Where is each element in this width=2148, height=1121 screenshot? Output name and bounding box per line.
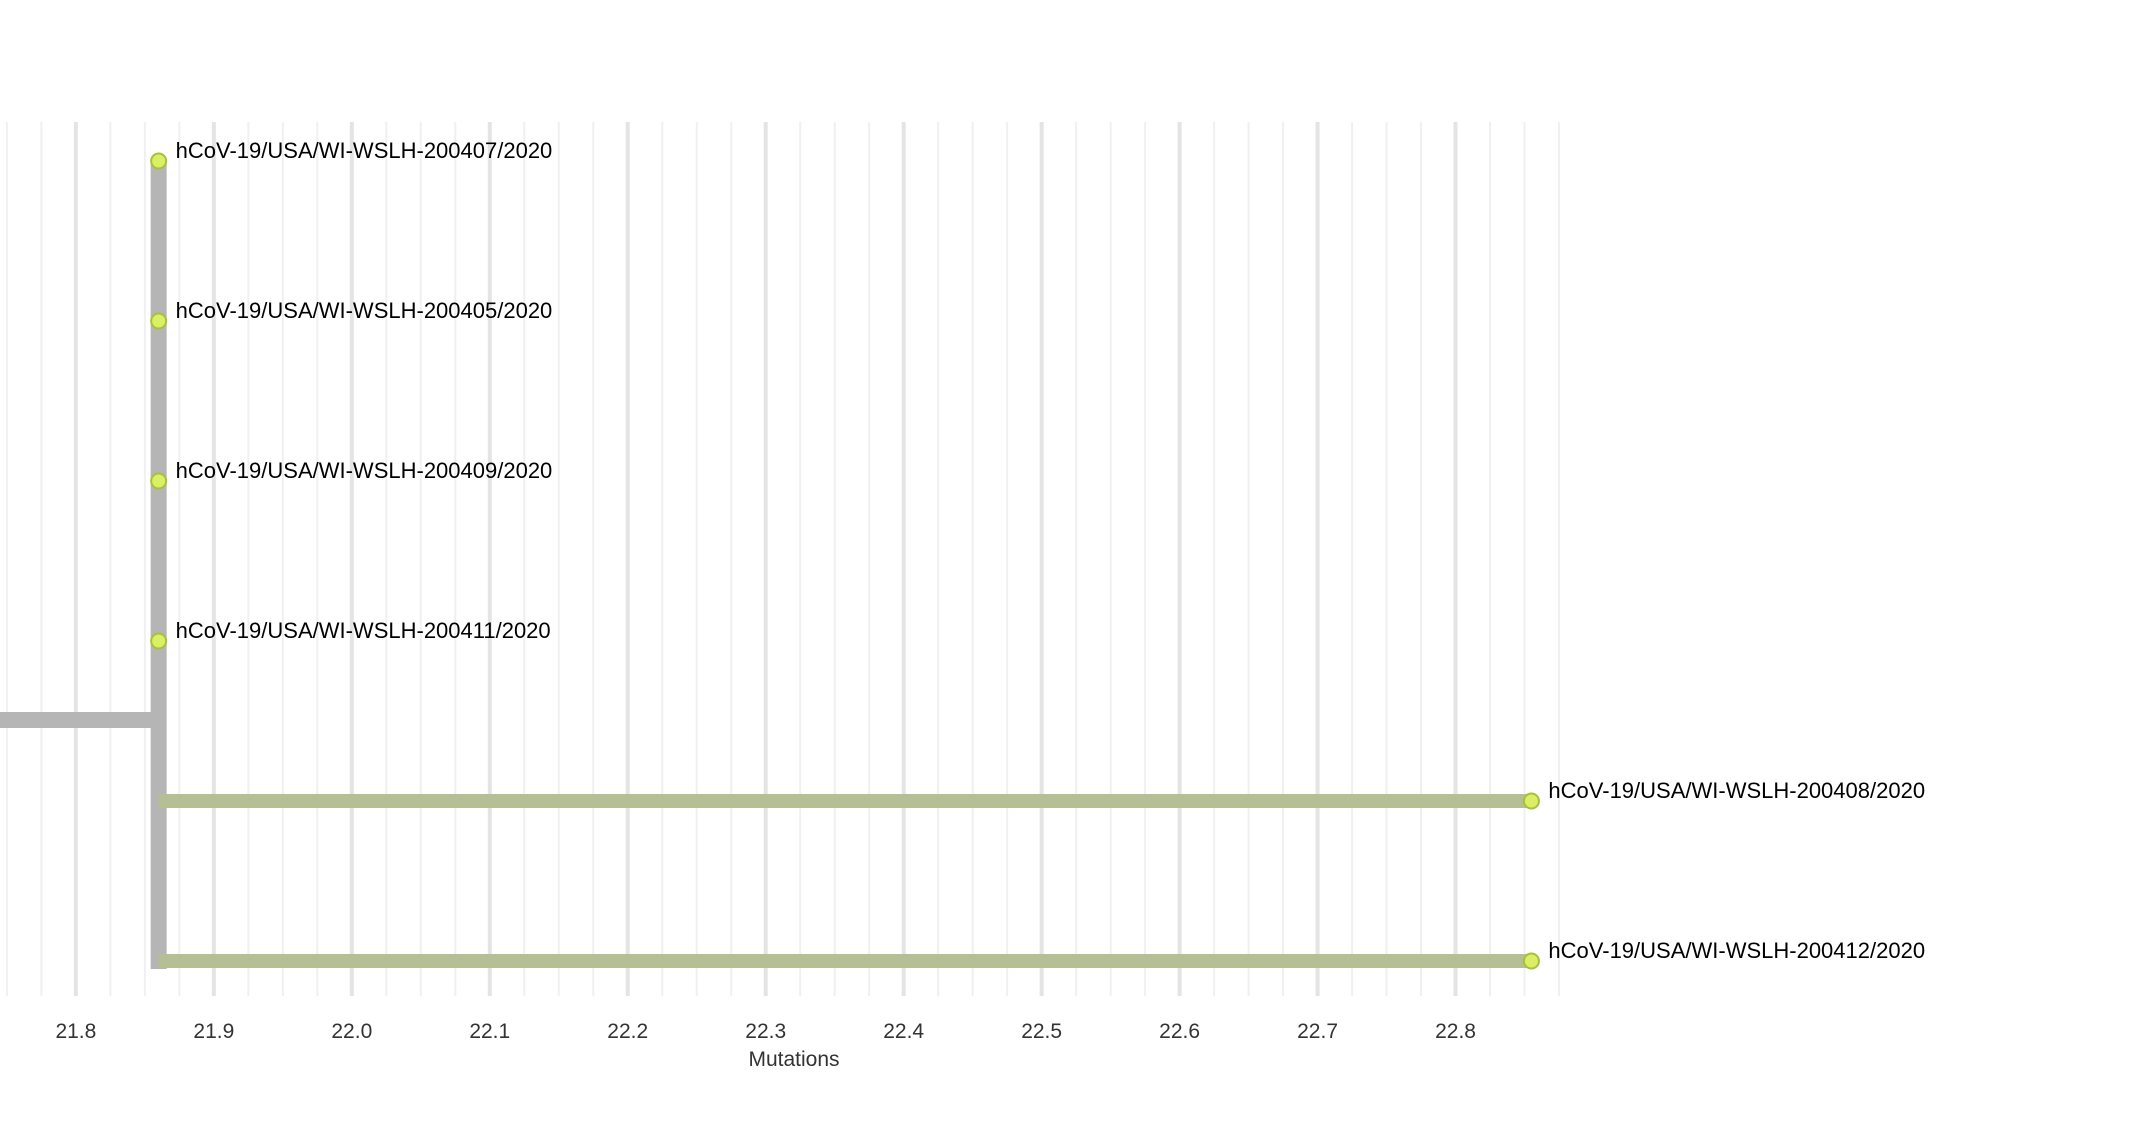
tip-node[interactable] (150, 632, 168, 650)
tip-node[interactable] (1522, 792, 1540, 810)
x-tick-label: 22.3 (745, 1020, 786, 1043)
tip-label: hCoV-19/USA/WI-WSLH-200407/2020 (176, 138, 553, 163)
tree-branches (0, 161, 1532, 969)
tip-node[interactable] (150, 152, 168, 170)
tip-label: hCoV-19/USA/WI-WSLH-200409/2020 (176, 458, 553, 483)
tip-node[interactable] (1522, 952, 1540, 970)
tip-label: hCoV-19/USA/WI-WSLH-200412/2020 (1548, 938, 1925, 963)
tip-label: hCoV-19/USA/WI-WSLH-200405/2020 (176, 298, 553, 323)
x-axis-title: Mutations (748, 1048, 839, 1071)
tip-labels: hCoV-19/USA/WI-WSLH-200407/2020 hCoV-19/U… (176, 138, 1925, 963)
x-axis: Mutations 21.8 21.9 22.0 22.1 22.2 22.3 22.4 22… (55, 1020, 1476, 1071)
x-tick-label: 22.1 (469, 1020, 510, 1043)
x-tick-label: 22.2 (607, 1020, 648, 1043)
x-tick-label: 22.8 (1435, 1020, 1476, 1043)
x-tick-label: 21.9 (193, 1020, 234, 1043)
x-tick-label: 21.8 (55, 1020, 96, 1043)
grid-lines (5, 122, 1561, 996)
x-tick-label: 22.7 (1297, 1020, 1338, 1043)
tree-tips[interactable] (150, 152, 1540, 970)
x-tick-label: 22.6 (1159, 1020, 1200, 1043)
tip-node[interactable] (150, 472, 168, 490)
tip-node[interactable] (150, 312, 168, 330)
x-tick-label: 22.4 (883, 1020, 924, 1043)
tip-label: hCoV-19/USA/WI-WSLH-200411/2020 (176, 618, 551, 643)
x-tick-label: 22.0 (331, 1020, 372, 1043)
x-tick-label: 22.5 (1021, 1020, 1062, 1043)
tip-label: hCoV-19/USA/WI-WSLH-200408/2020 (1548, 778, 1925, 803)
